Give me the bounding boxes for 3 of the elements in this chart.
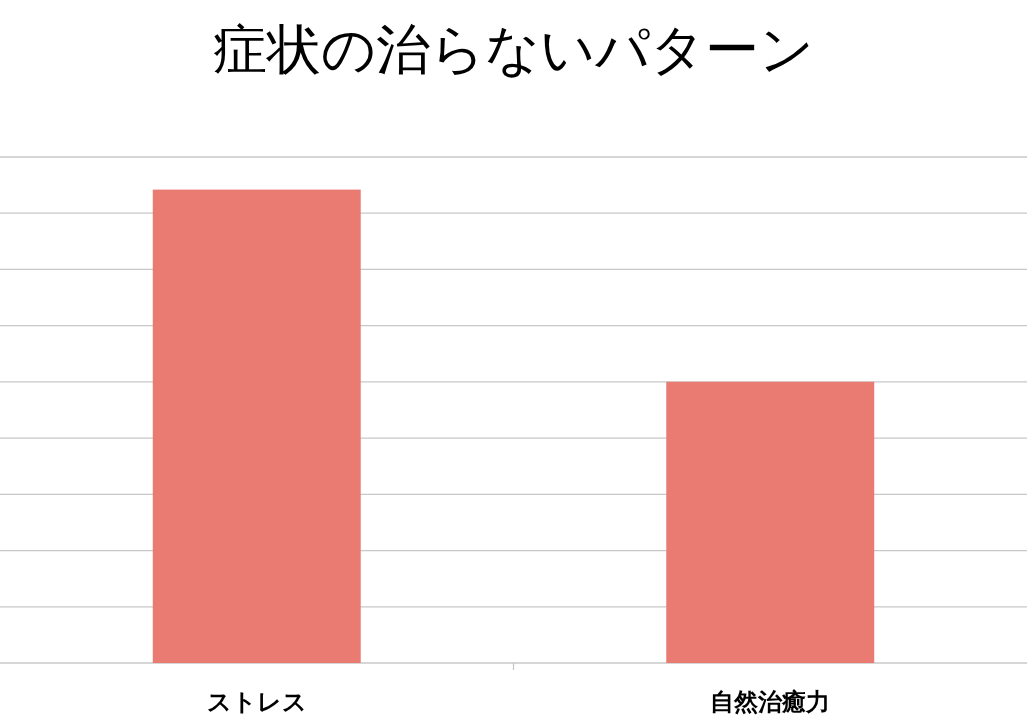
chart-title: 症状の治らないパターン <box>213 18 814 81</box>
x-tick-label: 自然治癒力 <box>710 688 831 716</box>
x-tick-label: ストレス <box>206 688 307 716</box>
